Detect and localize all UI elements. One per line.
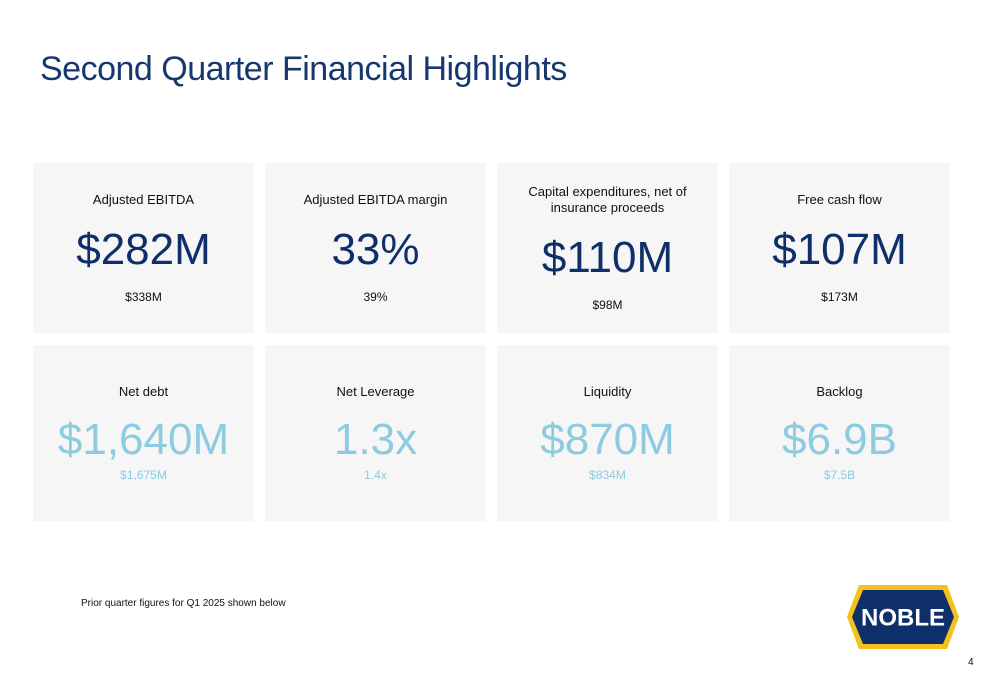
metric-card: Adjusted EBITDA margin 33% 39% [265,163,486,333]
metric-label: Net debt [118,384,169,399]
prior-value: $98M [592,298,623,312]
prior-value: 1.4x [364,468,387,482]
metric-value: 1.3x [333,415,418,464]
metric-label: Backlog [816,384,863,399]
metric-card: Adjusted EBITDA $282M $338M [33,163,254,333]
metric-value: $6.9B [782,415,897,464]
metric-card: Backlog $6.9B $7.5B [729,345,950,521]
metric-value: $107M [772,225,907,274]
logo: NOBLE [847,585,959,649]
metric-label: Capital expenditures, net of insurance p… [528,184,687,215]
metric-label: Adjusted EBITDA margin [303,192,448,207]
prior-value: $173M [821,290,858,304]
metric-card: Capital expenditures, net of insurance p… [497,163,718,333]
prior-value: $338M [125,290,162,304]
page-number: 4 [968,657,974,668]
metric-card: Liquidity $870M $834M [497,345,718,521]
metric-value: $282M [76,225,211,274]
metric-value: 33% [331,225,420,274]
metric-label: Liquidity [583,384,632,399]
logo-text: NOBLE [861,604,945,631]
prior-value: 39% [363,290,388,304]
metric-value: $870M [540,415,675,464]
metric-label: Adjusted EBITDA [92,192,195,207]
metric-label: Net Leverage [336,384,415,399]
metric-value: $110M [541,233,674,282]
metric-card: Free cash flow $107M $173M [729,163,950,333]
metric-card: Net debt $1,640M $1,675M [33,345,254,521]
prior-value: $7.5B [823,468,856,482]
card-row: Net debt $1,640M $1,675M Net Leverage 1.3x 1.… [33,345,950,521]
prior-value: $1,675M [120,468,167,482]
logo-body [852,590,954,644]
prior-value: $834M [589,468,626,482]
card-row: Adjusted EBITDA $282M $338M Adjusted EBITDA… [33,163,950,333]
metric-value: $1,640M [57,415,230,464]
slide-title: Second Quarter Financial Highlights [40,50,567,88]
metric-card: Net Leverage 1.3x 1.4x [265,345,486,521]
metric-label: Free cash flow [797,192,882,207]
footnote: Prior quarter figures for Q1 2025 shown … [81,598,286,609]
